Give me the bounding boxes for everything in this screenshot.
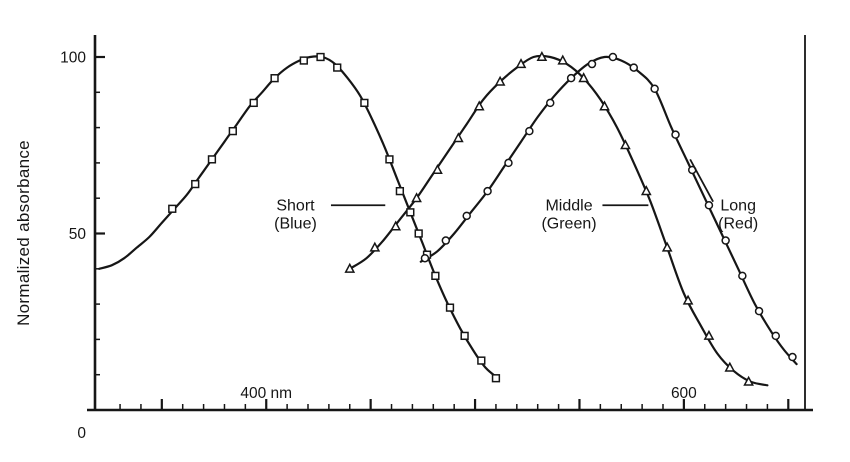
marker-square-short-blue [445, 303, 455, 312]
marker-square-short-blue [414, 229, 423, 238]
marker-triangle-middle-green [599, 100, 610, 111]
marker-triangle-middle-green [743, 375, 754, 386]
marker-triangle-middle-green [620, 139, 631, 150]
y-axis-label: Normalized absorbance [14, 140, 33, 326]
marker-circle-long-red [483, 186, 492, 196]
marker-square-short-blue [316, 52, 325, 62]
marker-circle-long-red [608, 52, 618, 62]
annotation-short-label-line2: (Blue) [274, 215, 317, 232]
marker-triangle-middle-green [453, 132, 464, 143]
marker-triangle-middle-green [682, 294, 694, 305]
marker-circle-long-red [721, 236, 730, 245]
marker-circle-long-red [704, 201, 714, 210]
marker-square-short-blue [299, 56, 308, 65]
x-tick-label-600: 600 [671, 385, 697, 402]
marker-triangle-middle-green [724, 361, 736, 372]
marker-triangle-middle-green [432, 163, 443, 175]
marker-square-short-blue [228, 126, 237, 136]
marker-circle-long-red [525, 126, 534, 136]
marker-square-short-blue [207, 155, 217, 164]
annotation-leader-long-label [689, 158, 714, 203]
marker-circle-long-red [587, 59, 597, 69]
marker-triangle-middle-green [557, 54, 569, 65]
marker-triangle-middle-green [369, 241, 381, 252]
marker-square-short-blue [270, 74, 279, 83]
marker-triangle-middle-green [661, 241, 673, 252]
curve-short-blue [98, 55, 500, 380]
marker-circle-long-red [650, 84, 659, 94]
marker-circle-long-red [788, 352, 797, 362]
marker-triangle-middle-green [390, 220, 402, 231]
annotation-middle-label-line1: Middle [545, 197, 592, 214]
marker-square-short-blue [360, 98, 369, 108]
marker-circle-long-red [545, 98, 555, 108]
marker-square-short-blue [191, 179, 200, 189]
marker-circle-long-red [738, 271, 747, 281]
marker-square-short-blue [406, 208, 415, 217]
annotation-long-label-line2: (Red) [718, 215, 758, 232]
marker-circle-long-red [504, 158, 513, 168]
annotation-middle-label-line2: (Green) [541, 215, 596, 232]
marker-triangle-middle-green [515, 58, 527, 69]
marker-square-short-blue [395, 186, 405, 196]
annotation-long-label-line1: Long [720, 197, 756, 214]
marker-square-short-blue [491, 374, 501, 383]
marker-circle-long-red [771, 331, 781, 341]
marker-square-short-blue [431, 271, 440, 281]
annotation-short-label-line1: Short [276, 197, 315, 214]
marker-circle-long-red [441, 236, 451, 245]
marker-triangle-middle-green [344, 262, 356, 273]
x-tick-label-400: 400 nm [240, 385, 292, 402]
marker-triangle-middle-green [494, 75, 506, 86]
marker-circle-long-red [566, 73, 576, 83]
marker-circle-long-red [754, 306, 764, 316]
y-tick-label-0: 0 [77, 425, 86, 442]
marker-circle-long-red [671, 130, 680, 139]
marker-square-short-blue [249, 98, 258, 108]
marker-square-short-blue [168, 204, 177, 213]
marker-square-short-blue [385, 155, 394, 164]
marker-circle-long-red [420, 253, 430, 263]
marker-circle-long-red [629, 63, 639, 72]
marker-square-short-blue [460, 331, 469, 341]
marker-circle-long-red [462, 211, 471, 221]
marker-triangle-middle-green [578, 72, 589, 83]
marker-triangle-middle-green [473, 100, 485, 111]
y-tick-label-100: 100 [60, 50, 86, 67]
marker-triangle-middle-green [640, 185, 652, 196]
y-tick-label-50: 50 [69, 226, 87, 243]
marker-triangle-middle-green [703, 329, 715, 340]
marker-triangle-middle-green [536, 51, 548, 62]
marker-square-short-blue [477, 356, 486, 365]
marker-triangle-middle-green [411, 192, 422, 203]
marker-square-short-blue [333, 63, 342, 72]
